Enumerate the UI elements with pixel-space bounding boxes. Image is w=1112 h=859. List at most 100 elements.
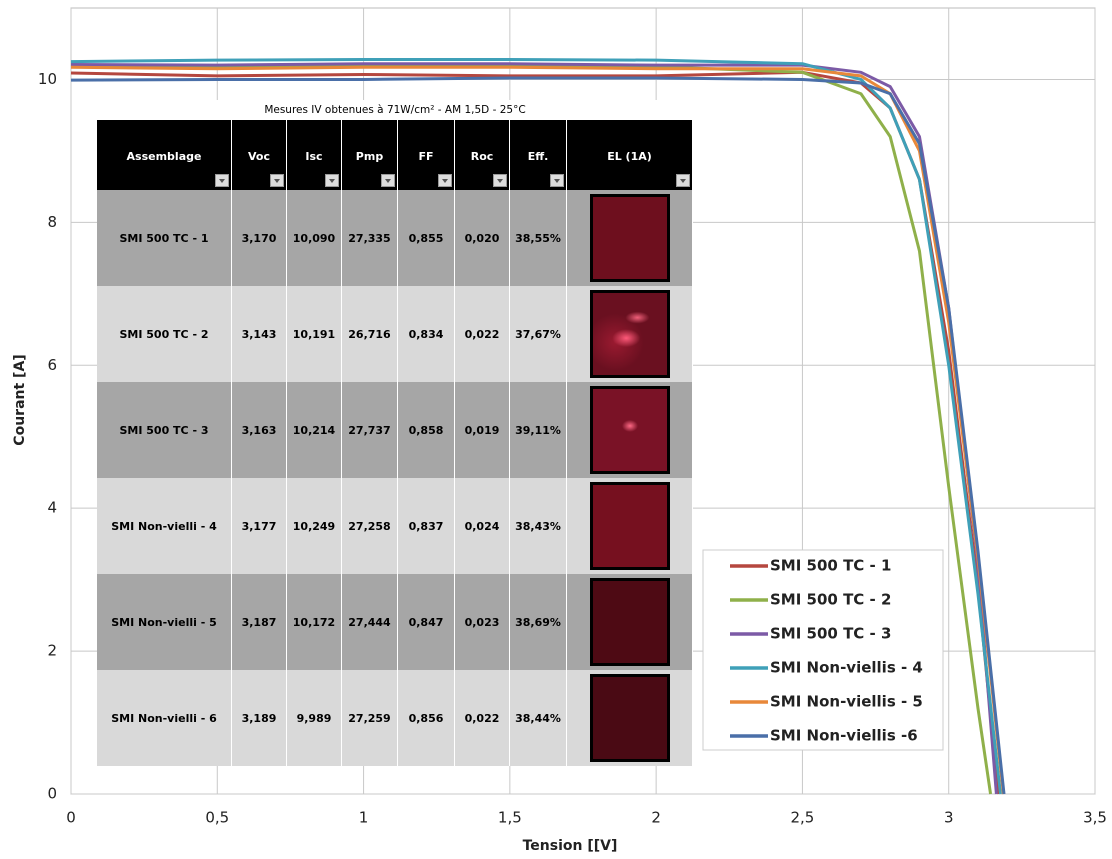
table-cell: 10,090 — [287, 190, 342, 286]
table-cell: 27,335 — [342, 190, 398, 286]
table-row: SMI Non-vielli - 5 3,187 10,172 27,444 0,847… — [97, 574, 693, 670]
filter-button[interactable] — [438, 174, 452, 187]
legend-label: SMI Non-viellis -6 — [770, 727, 918, 745]
table-cell: SMI Non-vielli - 6 — [97, 670, 232, 766]
y-tick-label: 10 — [38, 70, 57, 88]
header-cell: FF — [398, 120, 455, 190]
table-cell: 10,249 — [287, 478, 342, 574]
measurement-table: Mesures IV obtenues à 71W/cm² - AM 1,5D … — [97, 100, 693, 766]
table-row: SMI 500 TC - 2 3,143 10,191 26,716 0,834 0,02… — [97, 286, 693, 382]
table-cell: 3,189 — [232, 670, 287, 766]
header-row: Assemblage Voc Isc Pmp FF Roc Eff. EL (1A) — [97, 120, 693, 190]
filter-button[interactable] — [493, 174, 507, 187]
el-image — [589, 482, 670, 570]
x-tick-label: 1,5 — [498, 809, 522, 827]
el-image-cell — [567, 286, 693, 382]
legend-label: SMI 500 TC - 3 — [770, 625, 891, 643]
header-text: Assemblage — [126, 150, 202, 163]
legend-label: SMI Non-viellis - 4 — [770, 659, 923, 677]
series-line — [70, 70, 1000, 795]
x-tick-label: 1 — [359, 809, 369, 827]
header-cell: EL (1A) — [567, 120, 693, 190]
table-cell: 38,69% — [510, 574, 567, 670]
filter-button[interactable] — [215, 174, 229, 187]
legend-label: SMI 500 TC - 2 — [770, 591, 891, 609]
table-cell: 3,170 — [232, 190, 287, 286]
x-tick-label: 3,5 — [1083, 809, 1107, 827]
table-cell: 0,855 — [398, 190, 455, 286]
filter-button[interactable] — [381, 174, 395, 187]
y-tick-label: 6 — [47, 356, 57, 374]
el-image — [589, 194, 670, 282]
x-axis-title: Tension [[V] — [523, 838, 618, 854]
table-row: SMI 500 TC - 1 3,170 10,090 27,335 0,855 0,02… — [97, 190, 693, 286]
table-cell: SMI 500 TC - 3 — [97, 382, 232, 478]
table-cell: 26,716 — [342, 286, 398, 382]
y-axis-title: Courant [A] — [12, 354, 28, 445]
table-cell: 37,67% — [510, 286, 567, 382]
x-tick-label: 3 — [944, 809, 954, 827]
filter-button[interactable] — [676, 174, 690, 187]
header-cell: Pmp — [342, 120, 398, 190]
el-image — [589, 674, 670, 762]
table-cell: 10,214 — [287, 382, 342, 478]
table-cell: 27,444 — [342, 574, 398, 670]
y-tick-label: 0 — [47, 785, 57, 803]
table-cell: 38,55% — [510, 190, 567, 286]
table-cell: 9,989 — [287, 670, 342, 766]
legend-label: SMI Non-viellis - 5 — [770, 693, 923, 711]
header-text: EL (1A) — [607, 150, 652, 163]
table-cell: 0,020 — [455, 190, 510, 286]
table-cell: 0,847 — [398, 574, 455, 670]
x-tick-label: 0,5 — [205, 809, 229, 827]
el-image — [589, 578, 670, 666]
filter-button[interactable] — [550, 174, 564, 187]
table-cell: 38,44% — [510, 670, 567, 766]
y-tick-label: 4 — [47, 499, 57, 517]
table-cell: 0,024 — [455, 478, 510, 574]
y-tick-label: 8 — [47, 213, 57, 231]
table-cell: SMI 500 TC - 2 — [97, 286, 232, 382]
table-cell: SMI Non-vielli - 5 — [97, 574, 232, 670]
x-tick-label: 2 — [651, 809, 661, 827]
table-row: SMI Non-vielli - 4 3,177 10,249 27,258 0,837… — [97, 478, 693, 574]
table-title: Mesures IV obtenues à 71W/cm² - AM 1,5D … — [97, 100, 693, 120]
table-cell: 0,022 — [455, 670, 510, 766]
header-cell: Isc — [287, 120, 342, 190]
table-cell: 38,43% — [510, 478, 567, 574]
table-row: SMI Non-vielli - 6 3,189 9,989 27,259 0,856 0… — [97, 670, 693, 766]
header-text: Isc — [305, 150, 323, 163]
table-cell: 39,11% — [510, 382, 567, 478]
table-cell: 0,837 — [398, 478, 455, 574]
table-cell: 3,187 — [232, 574, 287, 670]
el-image — [589, 290, 670, 378]
table-row: SMI 500 TC - 3 3,163 10,214 27,737 0,858 0,01… — [97, 382, 693, 478]
legend — [702, 549, 944, 751]
header-text: Roc — [470, 150, 494, 163]
legend-label: SMI 500 TC - 1 — [770, 557, 891, 575]
table-cell: 10,191 — [287, 286, 342, 382]
series-line — [70, 65, 1005, 795]
y-tick-label: 2 — [47, 642, 57, 660]
header-text: FF — [418, 150, 434, 163]
series-line — [70, 76, 1006, 795]
header-text: Eff. — [527, 150, 549, 163]
el-image-cell — [567, 670, 693, 766]
el-image-cell — [567, 190, 693, 286]
filter-button[interactable] — [270, 174, 284, 187]
table-cell: 0,019 — [455, 382, 510, 478]
filter-button[interactable] — [325, 174, 339, 187]
el-image-cell — [567, 574, 693, 670]
header-text: Voc — [248, 150, 270, 163]
table-cell: 0,856 — [398, 670, 455, 766]
header-cell: Voc — [232, 120, 287, 190]
table-cell: 0,834 — [398, 286, 455, 382]
table-cell: 27,737 — [342, 382, 398, 478]
table-cell: 3,143 — [232, 286, 287, 382]
table-cell: SMI 500 TC - 1 — [97, 190, 232, 286]
x-tick-label: 0 — [66, 809, 76, 827]
table-cell: 0,858 — [398, 382, 455, 478]
x-tick-label: 2,5 — [790, 809, 814, 827]
el-image-cell — [567, 478, 693, 574]
table-cell: 27,259 — [342, 670, 398, 766]
